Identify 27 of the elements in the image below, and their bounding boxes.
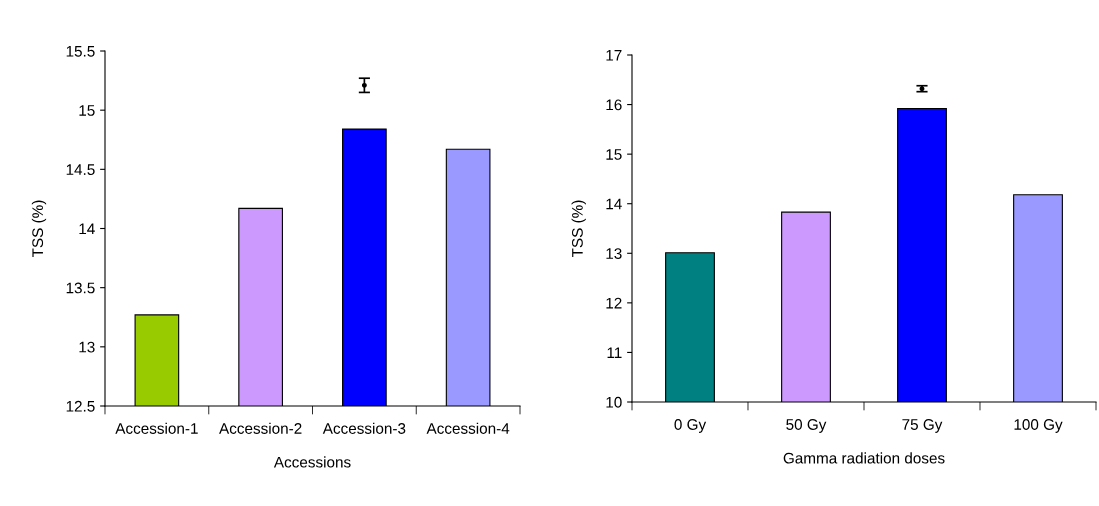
y-tick-label: 11 (607, 347, 622, 358)
x-tick-label: 100 Gy (1014, 419, 1063, 433)
y-tick-label: 12 (606, 297, 622, 309)
y-axis-title: TSS (%) (571, 200, 586, 258)
y-tick-label: 15 (606, 149, 622, 160)
x-axis-title: Accessions (273, 456, 351, 468)
x-tick-label: 75 Gy (902, 419, 943, 433)
x-tick-label: Accession-2 (219, 422, 302, 434)
y-tick-label: 12.5 (66, 400, 95, 412)
y-tick-label: 13.5 (66, 282, 95, 294)
x-axis-title: Gamma radiation doses (783, 452, 945, 464)
y-tick-label: 13 (79, 341, 95, 353)
x-tick-label: 50 Gy (786, 419, 827, 433)
y-tick-label: 14.5 (66, 164, 95, 176)
y-tick-label: 14 (79, 223, 95, 235)
y-tick-label: 15 (79, 105, 95, 116)
x-tick-label: Accession-4 (426, 422, 510, 434)
y-tick-label: 10 (606, 396, 622, 408)
y-tick-label: 15.5 (66, 46, 95, 57)
x-tick-label: Accession-3 (322, 422, 406, 434)
y-tick-label: 16 (606, 99, 622, 111)
x-tick-label: 0 Gy (674, 419, 707, 433)
y-axis-title: TSS (%) (31, 200, 47, 258)
y-tick-label: 14 (606, 198, 622, 210)
x-tick-label: Accession-1 (115, 422, 198, 434)
y-tick-label: 17 (606, 50, 622, 61)
y-tick-label: 13 (606, 248, 622, 259)
